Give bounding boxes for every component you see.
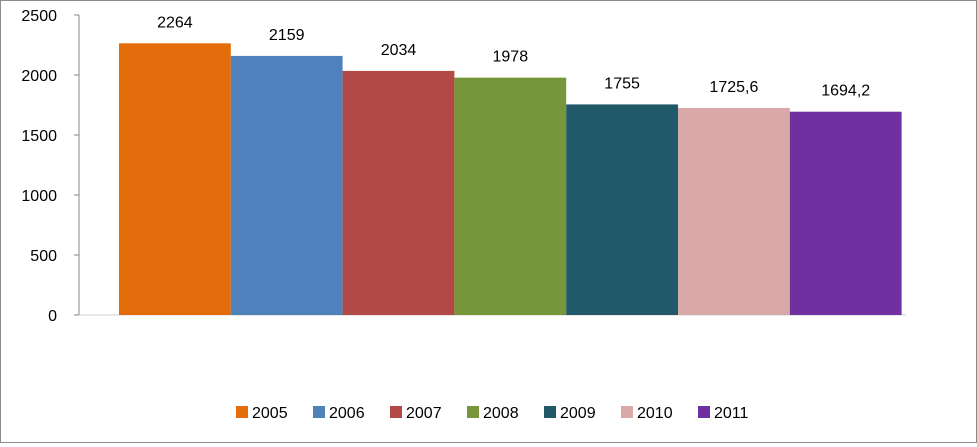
legend-swatch (544, 406, 556, 418)
y-tick-label: 1000 (21, 188, 57, 205)
bar-2005 (119, 43, 231, 315)
legend-swatch (236, 406, 248, 418)
legend-item-2008: 2008 (467, 405, 519, 422)
bar-2006 (230, 55, 343, 316)
legend-label: 2005 (252, 405, 288, 422)
legend-item-2011: 2011 (698, 405, 749, 422)
bar-2007 (342, 70, 455, 315)
legend-swatch (698, 406, 710, 418)
y-tick-label: 1500 (21, 128, 57, 145)
data-label-2010: 1725,6 (709, 79, 758, 96)
data-label-2009: 1755 (604, 75, 640, 92)
bar-2008 (454, 77, 567, 315)
y-tick-label: 2500 (21, 8, 57, 25)
legend-label: 2010 (637, 405, 673, 422)
bar-2011 (789, 111, 902, 315)
data-label-2006: 2159 (269, 27, 305, 44)
bars (119, 43, 902, 316)
bar-2009 (566, 104, 678, 316)
data-labels: 2264 2159 2034 1978 1755 1725,6 1694,2 (157, 14, 870, 99)
legend: 2005 2006 2007 2008 2009 2010 2011 (236, 405, 749, 422)
data-label-2007: 2034 (381, 42, 417, 59)
legend-label: 2008 (483, 405, 519, 422)
data-label-2011: 1694,2 (821, 83, 870, 100)
legend-swatch (313, 406, 325, 418)
y-tick-label: 500 (30, 248, 57, 265)
legend-swatch (621, 406, 633, 418)
legend-item-2010: 2010 (621, 405, 673, 422)
y-tick-label: 0 (48, 308, 57, 325)
legend-label: 2006 (329, 405, 365, 422)
legend-label: 2009 (560, 405, 596, 422)
legend-label: 2007 (406, 405, 442, 422)
bar-2010 (678, 107, 790, 315)
y-tick-label: 2000 (21, 68, 57, 85)
data-label-2005: 2264 (157, 14, 193, 31)
legend-item-2007: 2007 (390, 405, 442, 422)
legend-swatch (467, 406, 479, 418)
legend-item-2006: 2006 (313, 405, 365, 422)
data-label-2008: 1978 (493, 49, 529, 66)
legend-swatch (390, 406, 402, 418)
legend-item-2009: 2009 (544, 405, 596, 422)
legend-item-2005: 2005 (236, 405, 288, 422)
legend-label: 2011 (714, 405, 749, 422)
